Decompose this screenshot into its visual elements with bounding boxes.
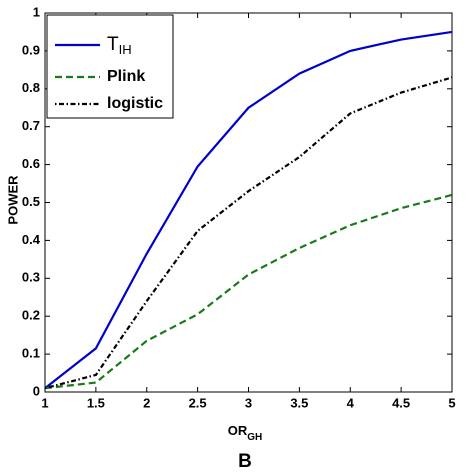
legend-label: Plink [107, 68, 145, 85]
legend-label: TIH [107, 34, 132, 57]
x-tick-label: 4.5 [392, 395, 410, 410]
y-tick-label: 0 [33, 383, 40, 398]
y-tick-label: 0.4 [22, 232, 41, 247]
x-axis-label: ORGH [228, 423, 263, 442]
y-tick-label: 0.3 [22, 270, 40, 285]
x-tick-label: 5 [448, 395, 455, 410]
y-tick-label: 0.9 [22, 42, 40, 57]
y-tick-label: 0.8 [22, 80, 40, 95]
x-axis-label-subscript: GH [247, 432, 262, 443]
y-axis-label: POWER [5, 175, 20, 225]
x-tick-label: 3.5 [290, 395, 308, 410]
legend-box [46, 14, 174, 119]
x-tick-label: 2 [143, 395, 150, 410]
x-tick-label: 4 [347, 395, 355, 410]
series-line [44, 76, 453, 390]
y-tick-label: 0.5 [22, 194, 40, 209]
panel-label: B [238, 451, 252, 472]
legend-label-main: Plink [107, 68, 145, 85]
y-tick-label: 0.7 [22, 118, 40, 133]
x-tick-label: 1.5 [87, 395, 105, 410]
y-tick-label: 1 [33, 4, 40, 19]
series-line [44, 30, 453, 390]
legend-label-main: T [107, 34, 119, 55]
legend-label-main: logistic [107, 95, 163, 112]
y-tick-label: 0.6 [22, 156, 40, 171]
y-tick-label: 0.2 [22, 308, 40, 323]
x-tick-label: 3 [245, 395, 252, 410]
series-line [44, 193, 453, 390]
x-tick-label: 1 [41, 395, 48, 410]
y-tick-label: 0.1 [22, 346, 40, 361]
legend-label: logistic [107, 95, 163, 112]
legend-label-subscript: IH [119, 42, 132, 57]
x-tick-label: 2.5 [189, 395, 207, 410]
x-axis-label-main: OR [228, 423, 248, 438]
